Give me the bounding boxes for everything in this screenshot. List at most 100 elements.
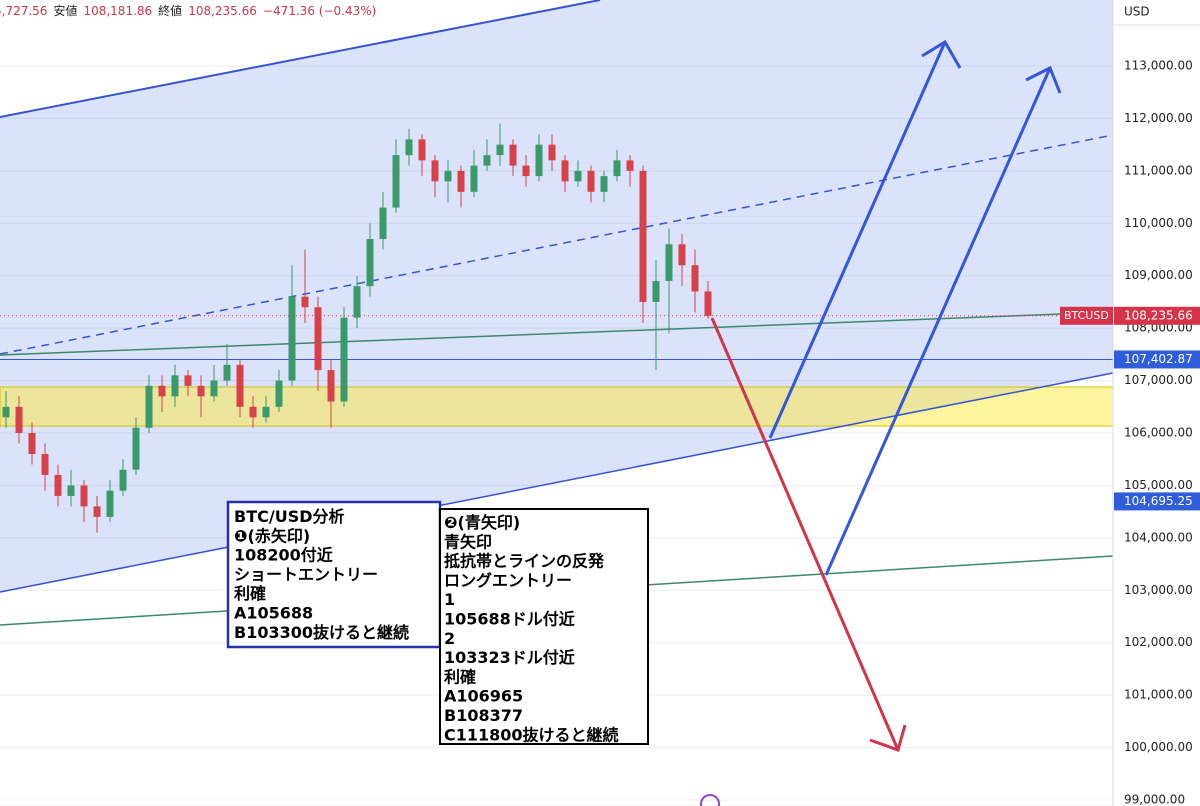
y-tick-label: 104,000.00 xyxy=(1124,530,1193,544)
channel-bottom xyxy=(0,372,1114,593)
candle-body xyxy=(548,144,556,161)
candle-body xyxy=(678,244,686,266)
candle-body xyxy=(652,280,660,302)
candle-body xyxy=(28,433,36,454)
level-label: 107,402.87 xyxy=(1124,352,1193,366)
candle-body xyxy=(223,364,231,381)
note-line: 利確 xyxy=(444,667,476,686)
header: 5,727.56 安値 108,181.86 終値 108,235.66 −471.36 … xyxy=(0,3,376,18)
red-arrow xyxy=(710,317,907,752)
last-price-tag xyxy=(1114,306,1200,325)
y-tick-label: 99,000.00 xyxy=(1124,793,1185,806)
note-line: C111800抜けると継続 xyxy=(444,725,619,744)
note-line: A106965 xyxy=(444,687,523,706)
y-tick-label: 105,000.00 xyxy=(1124,478,1193,492)
candles xyxy=(2,123,712,533)
candle-body xyxy=(431,160,439,182)
candle-body xyxy=(665,244,673,281)
trend-line xyxy=(0,311,1114,356)
icon xyxy=(700,794,720,806)
candle-body xyxy=(197,385,205,397)
candle-body xyxy=(2,406,10,418)
y-tick-label: 102,000.00 xyxy=(1124,635,1193,649)
candle-body xyxy=(392,155,400,208)
candle-body xyxy=(171,375,179,397)
candle-body xyxy=(626,160,634,171)
blue-arrows xyxy=(768,39,1062,576)
candle-body xyxy=(483,155,491,166)
candle-body xyxy=(249,406,257,418)
symbol-tag xyxy=(1060,306,1113,325)
note-line: 103323ドル付近 xyxy=(444,648,575,667)
last-price-label: 108,235.66 xyxy=(1124,308,1193,322)
candle-body xyxy=(496,144,504,156)
currency: USD xyxy=(1124,5,1150,19)
candle-body xyxy=(366,239,374,287)
note-line: 1 xyxy=(444,590,455,609)
candle-body xyxy=(470,165,478,192)
candle-body xyxy=(119,469,127,491)
y-tick-label: 112,000.00 xyxy=(1124,111,1193,125)
header-value: 安値 xyxy=(53,3,77,18)
note-line: 利確 xyxy=(234,584,266,603)
candle-body xyxy=(418,139,426,161)
candle-body xyxy=(145,385,153,428)
channel-top xyxy=(0,0,601,118)
level-tag xyxy=(1114,492,1200,511)
channel-mid xyxy=(0,134,1114,355)
candle-body xyxy=(587,170,595,192)
y-tick-label: 107,000.00 xyxy=(1124,373,1193,387)
note-line: B103300抜けると継続 xyxy=(234,623,409,642)
header-value: 終値 xyxy=(158,3,182,18)
candle-body xyxy=(93,506,101,517)
note-line: A105688 xyxy=(234,604,313,623)
candle-body xyxy=(262,406,270,418)
note-line: BTC/USD分析 xyxy=(234,507,345,526)
candle-body xyxy=(574,170,582,182)
candle-body xyxy=(236,364,244,407)
y-tick-label: 103,000.00 xyxy=(1124,583,1193,597)
candle-body xyxy=(301,296,309,308)
y-tick-label: 111,000.00 xyxy=(1124,163,1193,177)
candle-body xyxy=(704,291,712,316)
y-tick-label: 100,000.00 xyxy=(1124,740,1193,754)
candle-body xyxy=(353,286,361,318)
candle-body xyxy=(444,170,452,182)
candle-body xyxy=(639,170,647,302)
symbol-label: BTCUSD xyxy=(1064,309,1109,322)
candle-body xyxy=(184,375,192,386)
candle-body xyxy=(691,265,699,292)
candle-body xyxy=(314,307,322,371)
candle-body xyxy=(561,160,569,182)
level-tag xyxy=(1114,350,1200,369)
candle-body xyxy=(158,385,166,397)
note-line: ショートエントリー xyxy=(234,565,378,584)
note-line: 108200付近 xyxy=(234,546,333,565)
candle-body xyxy=(54,474,62,496)
note-box: BTC/USD分析❶(赤矢印)108200付近ショートエントリー利確A10568… xyxy=(226,500,442,649)
header-value: 5,727.56 xyxy=(0,4,47,18)
note-line: 青矢印 xyxy=(444,532,492,551)
note-line: 抵抗帯とラインの反発 xyxy=(444,552,605,571)
candle-body xyxy=(509,144,517,166)
price-axis xyxy=(1113,0,1200,806)
y-tick-label: 109,000.00 xyxy=(1124,268,1193,282)
note-line: B108377 xyxy=(444,706,523,725)
candle-body xyxy=(613,160,621,177)
candle-body xyxy=(288,296,296,381)
y-tick-label: 106,000.00 xyxy=(1124,426,1193,440)
candle-body xyxy=(210,380,218,397)
note-line: ロングエントリー xyxy=(444,571,572,590)
resistance-zone xyxy=(0,386,1114,427)
header-value: 108,235.66 xyxy=(188,4,257,18)
note-line: 105688ドル付近 xyxy=(444,610,575,629)
candle-body xyxy=(522,165,530,177)
candle-body xyxy=(535,144,543,177)
candle-body xyxy=(15,406,23,433)
levels xyxy=(0,315,1113,360)
channel-fill xyxy=(0,0,1113,592)
candle-body xyxy=(340,317,348,402)
candle-body xyxy=(80,485,88,507)
axis-ticks: 99,000.00 100,000.00 101,000.00 102,000.00 1… xyxy=(1060,59,1200,806)
